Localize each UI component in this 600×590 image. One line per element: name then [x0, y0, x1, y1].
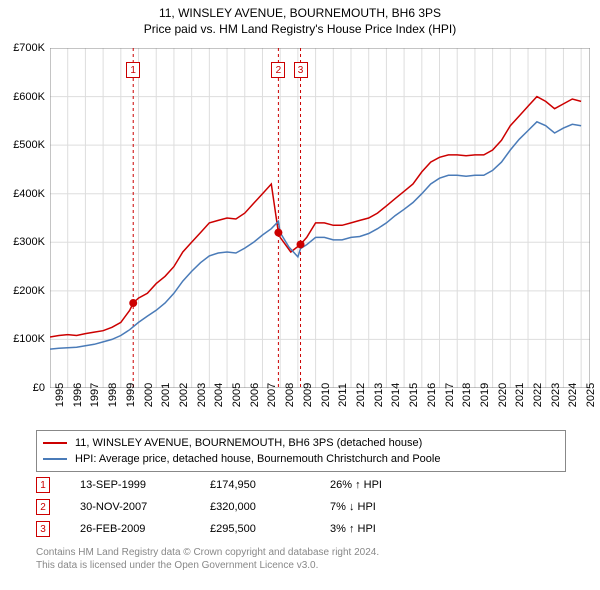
transaction-price: £174,950: [210, 479, 330, 491]
y-tick-label: £0: [0, 382, 45, 394]
x-tick-label: 2000: [143, 383, 155, 407]
chart-container: 11, WINSLEY AVENUE, BOURNEMOUTH, BH6 3PS…: [0, 0, 600, 590]
y-tick-label: £700K: [0, 42, 45, 54]
legend-label: 11, WINSLEY AVENUE, BOURNEMOUTH, BH6 3PS…: [75, 437, 422, 449]
transaction-marker-2: 2: [36, 499, 50, 515]
transaction-date: 30-NOV-2007: [80, 501, 210, 513]
footer-attribution: Contains HM Land Registry data © Crown c…: [36, 546, 379, 572]
transaction-diff: 26% ↑ HPI: [330, 479, 450, 491]
x-tick-label: 2014: [390, 383, 402, 407]
x-tick-label: 2016: [426, 383, 438, 407]
x-tick-label: 2024: [567, 383, 579, 407]
y-tick-label: £100K: [0, 333, 45, 345]
x-tick-label: 2007: [266, 383, 278, 407]
y-tick-label: £400K: [0, 188, 45, 200]
transaction-price: £320,000: [210, 501, 330, 513]
legend-row: 11, WINSLEY AVENUE, BOURNEMOUTH, BH6 3PS…: [43, 435, 559, 451]
x-tick-label: 2002: [178, 383, 190, 407]
y-tick-label: £300K: [0, 236, 45, 248]
x-tick-label: 2018: [461, 383, 473, 407]
legend-swatch: [43, 442, 67, 444]
chart-marker-1: 1: [126, 62, 140, 78]
y-tick-label: £200K: [0, 285, 45, 297]
title-block: 11, WINSLEY AVENUE, BOURNEMOUTH, BH6 3PS…: [0, 0, 600, 36]
chart-marker-2: 2: [271, 62, 285, 78]
x-tick-label: 2008: [284, 383, 296, 407]
legend-box: 11, WINSLEY AVENUE, BOURNEMOUTH, BH6 3PS…: [36, 430, 566, 472]
y-tick-label: £500K: [0, 139, 45, 151]
x-tick-label: 2022: [532, 383, 544, 407]
transaction-date: 13-SEP-1999: [80, 479, 210, 491]
transaction-row: 1 13-SEP-1999£174,95026% ↑ HPI: [36, 474, 450, 496]
x-tick-label: 2012: [355, 383, 367, 407]
x-tick-label: 2019: [479, 383, 491, 407]
chart-svg: [50, 48, 590, 388]
x-tick-label: 2004: [213, 383, 225, 407]
footer-line2: This data is licensed under the Open Gov…: [36, 559, 379, 572]
transaction-diff: 3% ↑ HPI: [330, 523, 450, 535]
transaction-date: 26-FEB-2009: [80, 523, 210, 535]
x-tick-label: 1998: [107, 383, 119, 407]
x-tick-label: 2017: [444, 383, 456, 407]
transaction-marker-3: 3: [36, 521, 50, 537]
y-tick-label: £600K: [0, 91, 45, 103]
x-tick-label: 2010: [320, 383, 332, 407]
legend-label: HPI: Average price, detached house, Bour…: [75, 453, 440, 465]
x-tick-label: 2005: [231, 383, 243, 407]
transactions-table: 1 13-SEP-1999£174,95026% ↑ HPI 2 30-NOV-200…: [36, 474, 450, 540]
transaction-row: 2 30-NOV-2007£320,0007% ↓ HPI: [36, 496, 450, 518]
x-tick-label: 2013: [373, 383, 385, 407]
transaction-price: £295,500: [210, 523, 330, 535]
x-tick-label: 2015: [408, 383, 420, 407]
x-tick-label: 2003: [196, 383, 208, 407]
x-tick-label: 2006: [249, 383, 261, 407]
transaction-diff: 7% ↓ HPI: [330, 501, 450, 513]
chart-area: [50, 48, 590, 388]
x-tick-label: 1996: [72, 383, 84, 407]
x-tick-label: 2023: [550, 383, 562, 407]
footer-line1: Contains HM Land Registry data © Crown c…: [36, 546, 379, 559]
chart-marker-3: 3: [294, 62, 308, 78]
transaction-row: 3 26-FEB-2009£295,5003% ↑ HPI: [36, 518, 450, 540]
x-tick-label: 1999: [125, 383, 137, 407]
x-tick-label: 2025: [585, 383, 597, 407]
legend-swatch: [43, 458, 67, 460]
x-tick-label: 1997: [89, 383, 101, 407]
x-tick-label: 2021: [514, 383, 526, 407]
x-tick-label: 2020: [497, 383, 509, 407]
x-tick-label: 2001: [160, 383, 172, 407]
title-subtitle: Price paid vs. HM Land Registry's House …: [0, 22, 600, 36]
x-tick-label: 2009: [302, 383, 314, 407]
legend-row: HPI: Average price, detached house, Bour…: [43, 451, 559, 467]
x-tick-label: 1995: [54, 383, 66, 407]
x-tick-label: 2011: [337, 383, 349, 407]
title-address: 11, WINSLEY AVENUE, BOURNEMOUTH, BH6 3PS: [0, 6, 600, 20]
transaction-marker-1: 1: [36, 477, 50, 493]
